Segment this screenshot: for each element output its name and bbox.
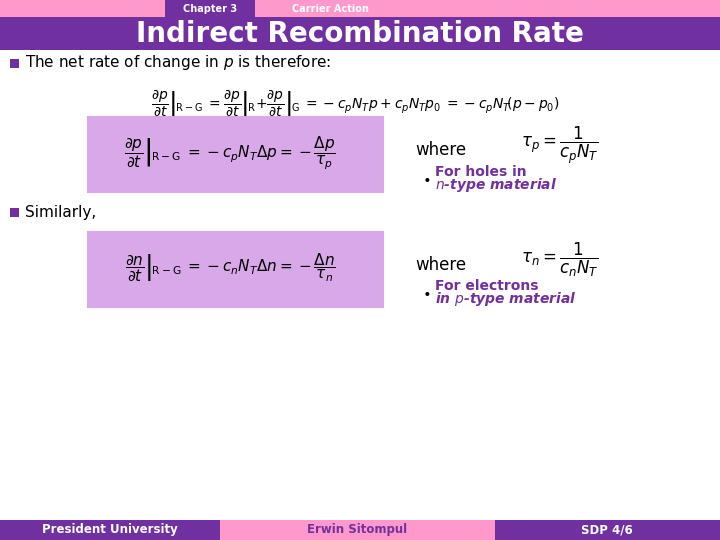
Text: $\bullet$: $\bullet$: [422, 171, 431, 185]
Text: Similarly,: Similarly,: [25, 205, 96, 219]
FancyBboxPatch shape: [0, 17, 720, 50]
Text: For holes in: For holes in: [435, 165, 526, 179]
FancyBboxPatch shape: [495, 520, 720, 540]
FancyBboxPatch shape: [220, 520, 495, 540]
Text: $\tau_n=\dfrac{1}{c_n N_T}$: $\tau_n=\dfrac{1}{c_n N_T}$: [521, 241, 599, 279]
Text: Chapter 3: Chapter 3: [183, 3, 237, 14]
Text: Indirect Recombination Rate: Indirect Recombination Rate: [136, 20, 584, 48]
FancyBboxPatch shape: [88, 232, 383, 307]
Text: President University: President University: [42, 523, 178, 537]
FancyBboxPatch shape: [165, 0, 255, 17]
FancyBboxPatch shape: [10, 208, 19, 217]
FancyBboxPatch shape: [0, 0, 720, 17]
Text: $\tau_p=\dfrac{1}{c_p N_T}$: $\tau_p=\dfrac{1}{c_p N_T}$: [521, 124, 599, 166]
Text: $\bullet$: $\bullet$: [422, 285, 431, 299]
Text: The net rate of change in $p$ is therefore:: The net rate of change in $p$ is therefo…: [25, 53, 331, 72]
Text: For electrons: For electrons: [435, 279, 539, 293]
Text: $\left.\dfrac{\partial p}{\partial t}\right|_{\!\mathsf{R-G}}$$\;=\left.\dfrac{\: $\left.\dfrac{\partial p}{\partial t}\ri…: [150, 87, 559, 119]
Text: $\left.\dfrac{\partial n}{\partial t}\right|_{\!\mathsf{R-G}}$$\;=-c_n N_T\Delta: $\left.\dfrac{\partial n}{\partial t}\ri…: [125, 252, 336, 285]
FancyBboxPatch shape: [10, 59, 19, 68]
FancyBboxPatch shape: [88, 117, 383, 192]
Text: where: where: [415, 256, 466, 274]
Text: in $p$-type material: in $p$-type material: [435, 290, 577, 308]
Text: $\left.\dfrac{\partial p}{\partial t}\right|_{\!\mathsf{R-G}}$$\;=-c_p N_T\Delta: $\left.\dfrac{\partial p}{\partial t}\ri…: [124, 134, 336, 172]
Text: $n$-type material: $n$-type material: [435, 176, 557, 194]
Text: SDP 4/6: SDP 4/6: [581, 523, 633, 537]
Text: Erwin Sitompul: Erwin Sitompul: [307, 523, 407, 537]
Text: Carrier Action: Carrier Action: [292, 3, 369, 14]
FancyBboxPatch shape: [0, 520, 220, 540]
Text: where: where: [415, 141, 466, 159]
